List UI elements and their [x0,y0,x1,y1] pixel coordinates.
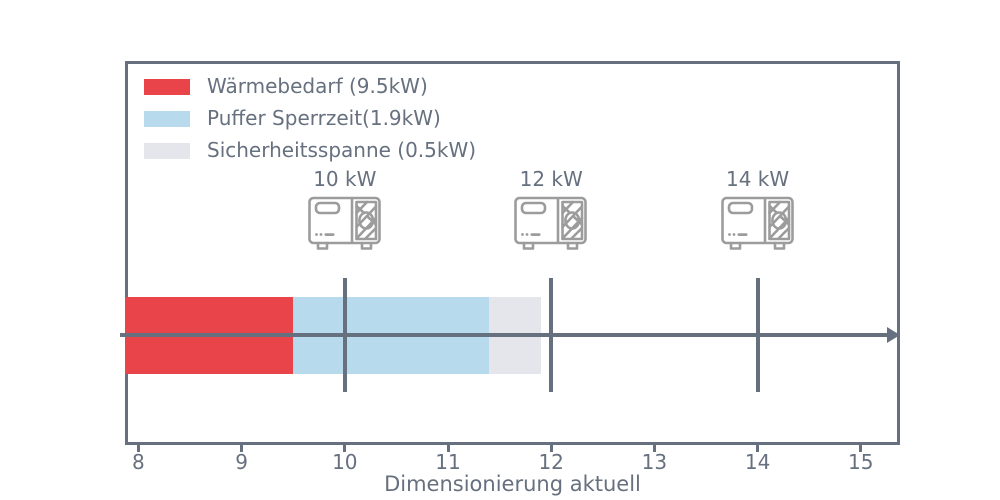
pump-option-label: 12 kW [519,167,583,191]
marker-line-12kw [549,278,554,392]
legend-item-label: Wärmebedarf (9.5kW) [207,74,428,98]
heat-pump-icon [720,196,794,250]
legend-item: Puffer Sperrzeit(1.9kW) [144,107,476,130]
legend: Wärmebedarf (9.5kW) Puffer Sperrzeit(1.9k… [144,75,476,162]
pump-icon-wrap [285,193,405,255]
x-tick-label-10: 10 [332,450,358,474]
legend-item-label: Sicherheitsspanne (0.5kW) [207,138,477,162]
x-tick-label-9: 9 [235,450,248,474]
pump-option-12kw: 12 kW [491,168,611,255]
x-tick-mark-9 [240,445,244,452]
x-tick-label-14: 14 [744,450,771,474]
marker-line-14kw [755,278,760,392]
pump-option-label: 14 kW [725,167,790,191]
x-axis-label: Dimensionierung aktuell [384,472,641,496]
legend-item: Wärmebedarf (9.5kW) [144,75,476,98]
x-tick-mark-13 [652,445,656,452]
arrow-head-icon [887,327,900,343]
x-tick-mark-10 [343,445,347,452]
legend-swatch [144,110,190,127]
legend-item: Sicherheitsspanne (0.5kW) [144,139,476,162]
axis-arrow-line [120,333,887,337]
heat-pump-icon [514,196,587,250]
legend-swatch [144,78,190,95]
x-tick-mark-11 [446,445,450,452]
legend-swatch [144,142,190,159]
plot-frame [125,61,900,445]
x-tick-mark-15 [859,445,863,452]
legend-item-label: Puffer Sperrzeit(1.9kW) [207,106,441,130]
x-tick-label-8: 8 [132,450,145,474]
x-tick-label-15: 15 [848,450,874,474]
pump-icon-wrap [698,193,818,255]
x-tick-mark-14 [756,445,760,452]
x-tick-mark-12 [549,445,553,452]
x-tick-mark-8 [136,445,140,452]
pump-option-14kw: 14 kW [698,168,818,255]
marker-line-10kw [342,278,347,392]
x-tick-label-13: 13 [641,450,668,474]
x-tick-label-12: 12 [538,450,564,474]
pump-icon-wrap [491,193,611,255]
heat-pump-icon [307,196,381,250]
pump-option-10kw: 10 kW [285,168,405,255]
pump-option-label: 10 kW [313,167,377,191]
x-tick-label-11: 11 [435,450,461,474]
